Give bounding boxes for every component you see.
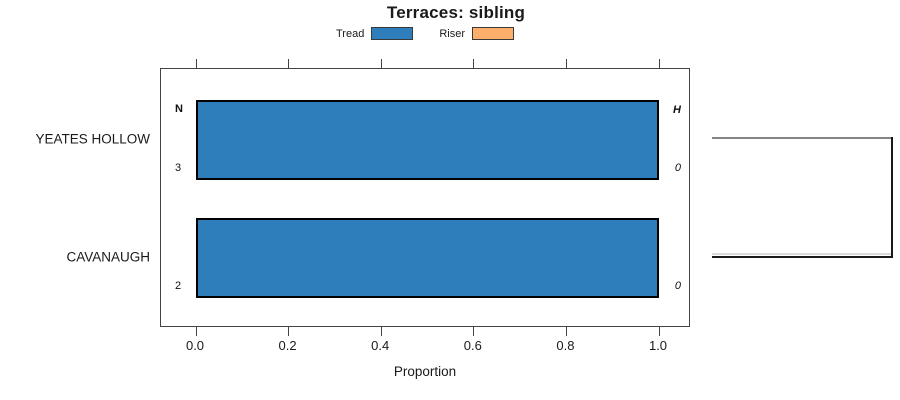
x-tick-top bbox=[565, 59, 567, 69]
col-header-h: H bbox=[673, 103, 681, 116]
x-tick-bottom bbox=[195, 326, 197, 336]
x-tick-top bbox=[658, 59, 660, 69]
category-label: CAVANAUGH bbox=[66, 249, 150, 264]
x-tick-bottom bbox=[658, 326, 660, 336]
x-tick-label: 0.0 bbox=[185, 338, 205, 353]
legend-swatch-tread bbox=[371, 27, 414, 40]
legend-item-tread: Tread bbox=[336, 27, 414, 40]
legend-item-riser: Riser bbox=[439, 27, 514, 40]
legend-label: Tread bbox=[336, 27, 365, 40]
x-axis-tick-labels: 0.0 0.2 0.4 0.6 0.8 1.0 bbox=[160, 338, 690, 354]
bar-tread bbox=[196, 99, 659, 180]
x-tick-label: 0.6 bbox=[463, 338, 482, 353]
x-tick-top bbox=[195, 59, 197, 69]
category-label: YEATES HOLLOW bbox=[35, 131, 150, 146]
x-axis-title: Proportion bbox=[393, 364, 457, 379]
bracket-bottom-light bbox=[712, 253, 891, 255]
x-tick-label: 0.8 bbox=[556, 338, 575, 353]
x-tick-bottom bbox=[380, 326, 382, 336]
legend-label: Riser bbox=[439, 27, 465, 40]
chart-title: Terraces: sibling bbox=[386, 3, 526, 22]
n-value: 3 bbox=[175, 161, 182, 174]
x-tick-bottom bbox=[565, 326, 567, 336]
x-tick-top bbox=[380, 59, 382, 69]
plot-area: N H 3 0 2 0 bbox=[160, 59, 690, 336]
x-tick-label: 0.4 bbox=[371, 338, 390, 353]
x-tick-bottom bbox=[288, 326, 290, 336]
bracket-top-line bbox=[712, 137, 892, 139]
x-tick-bottom bbox=[473, 326, 475, 336]
n-value: 2 bbox=[175, 279, 182, 292]
x-tick-label: 1.0 bbox=[648, 338, 668, 353]
legend-swatch-riser bbox=[472, 27, 514, 40]
h-value: 0 bbox=[674, 279, 681, 292]
h-value: 0 bbox=[674, 161, 681, 174]
x-tick-top bbox=[288, 59, 290, 69]
bracket-bottom-line bbox=[712, 256, 893, 258]
x-tick-top bbox=[473, 59, 475, 69]
col-header-n: N bbox=[175, 102, 183, 115]
bracket-vertical-line bbox=[891, 137, 893, 258]
legend: Tread Riser bbox=[160, 27, 690, 40]
x-tick-label: 0.2 bbox=[278, 338, 297, 353]
bar-tread bbox=[196, 217, 659, 298]
